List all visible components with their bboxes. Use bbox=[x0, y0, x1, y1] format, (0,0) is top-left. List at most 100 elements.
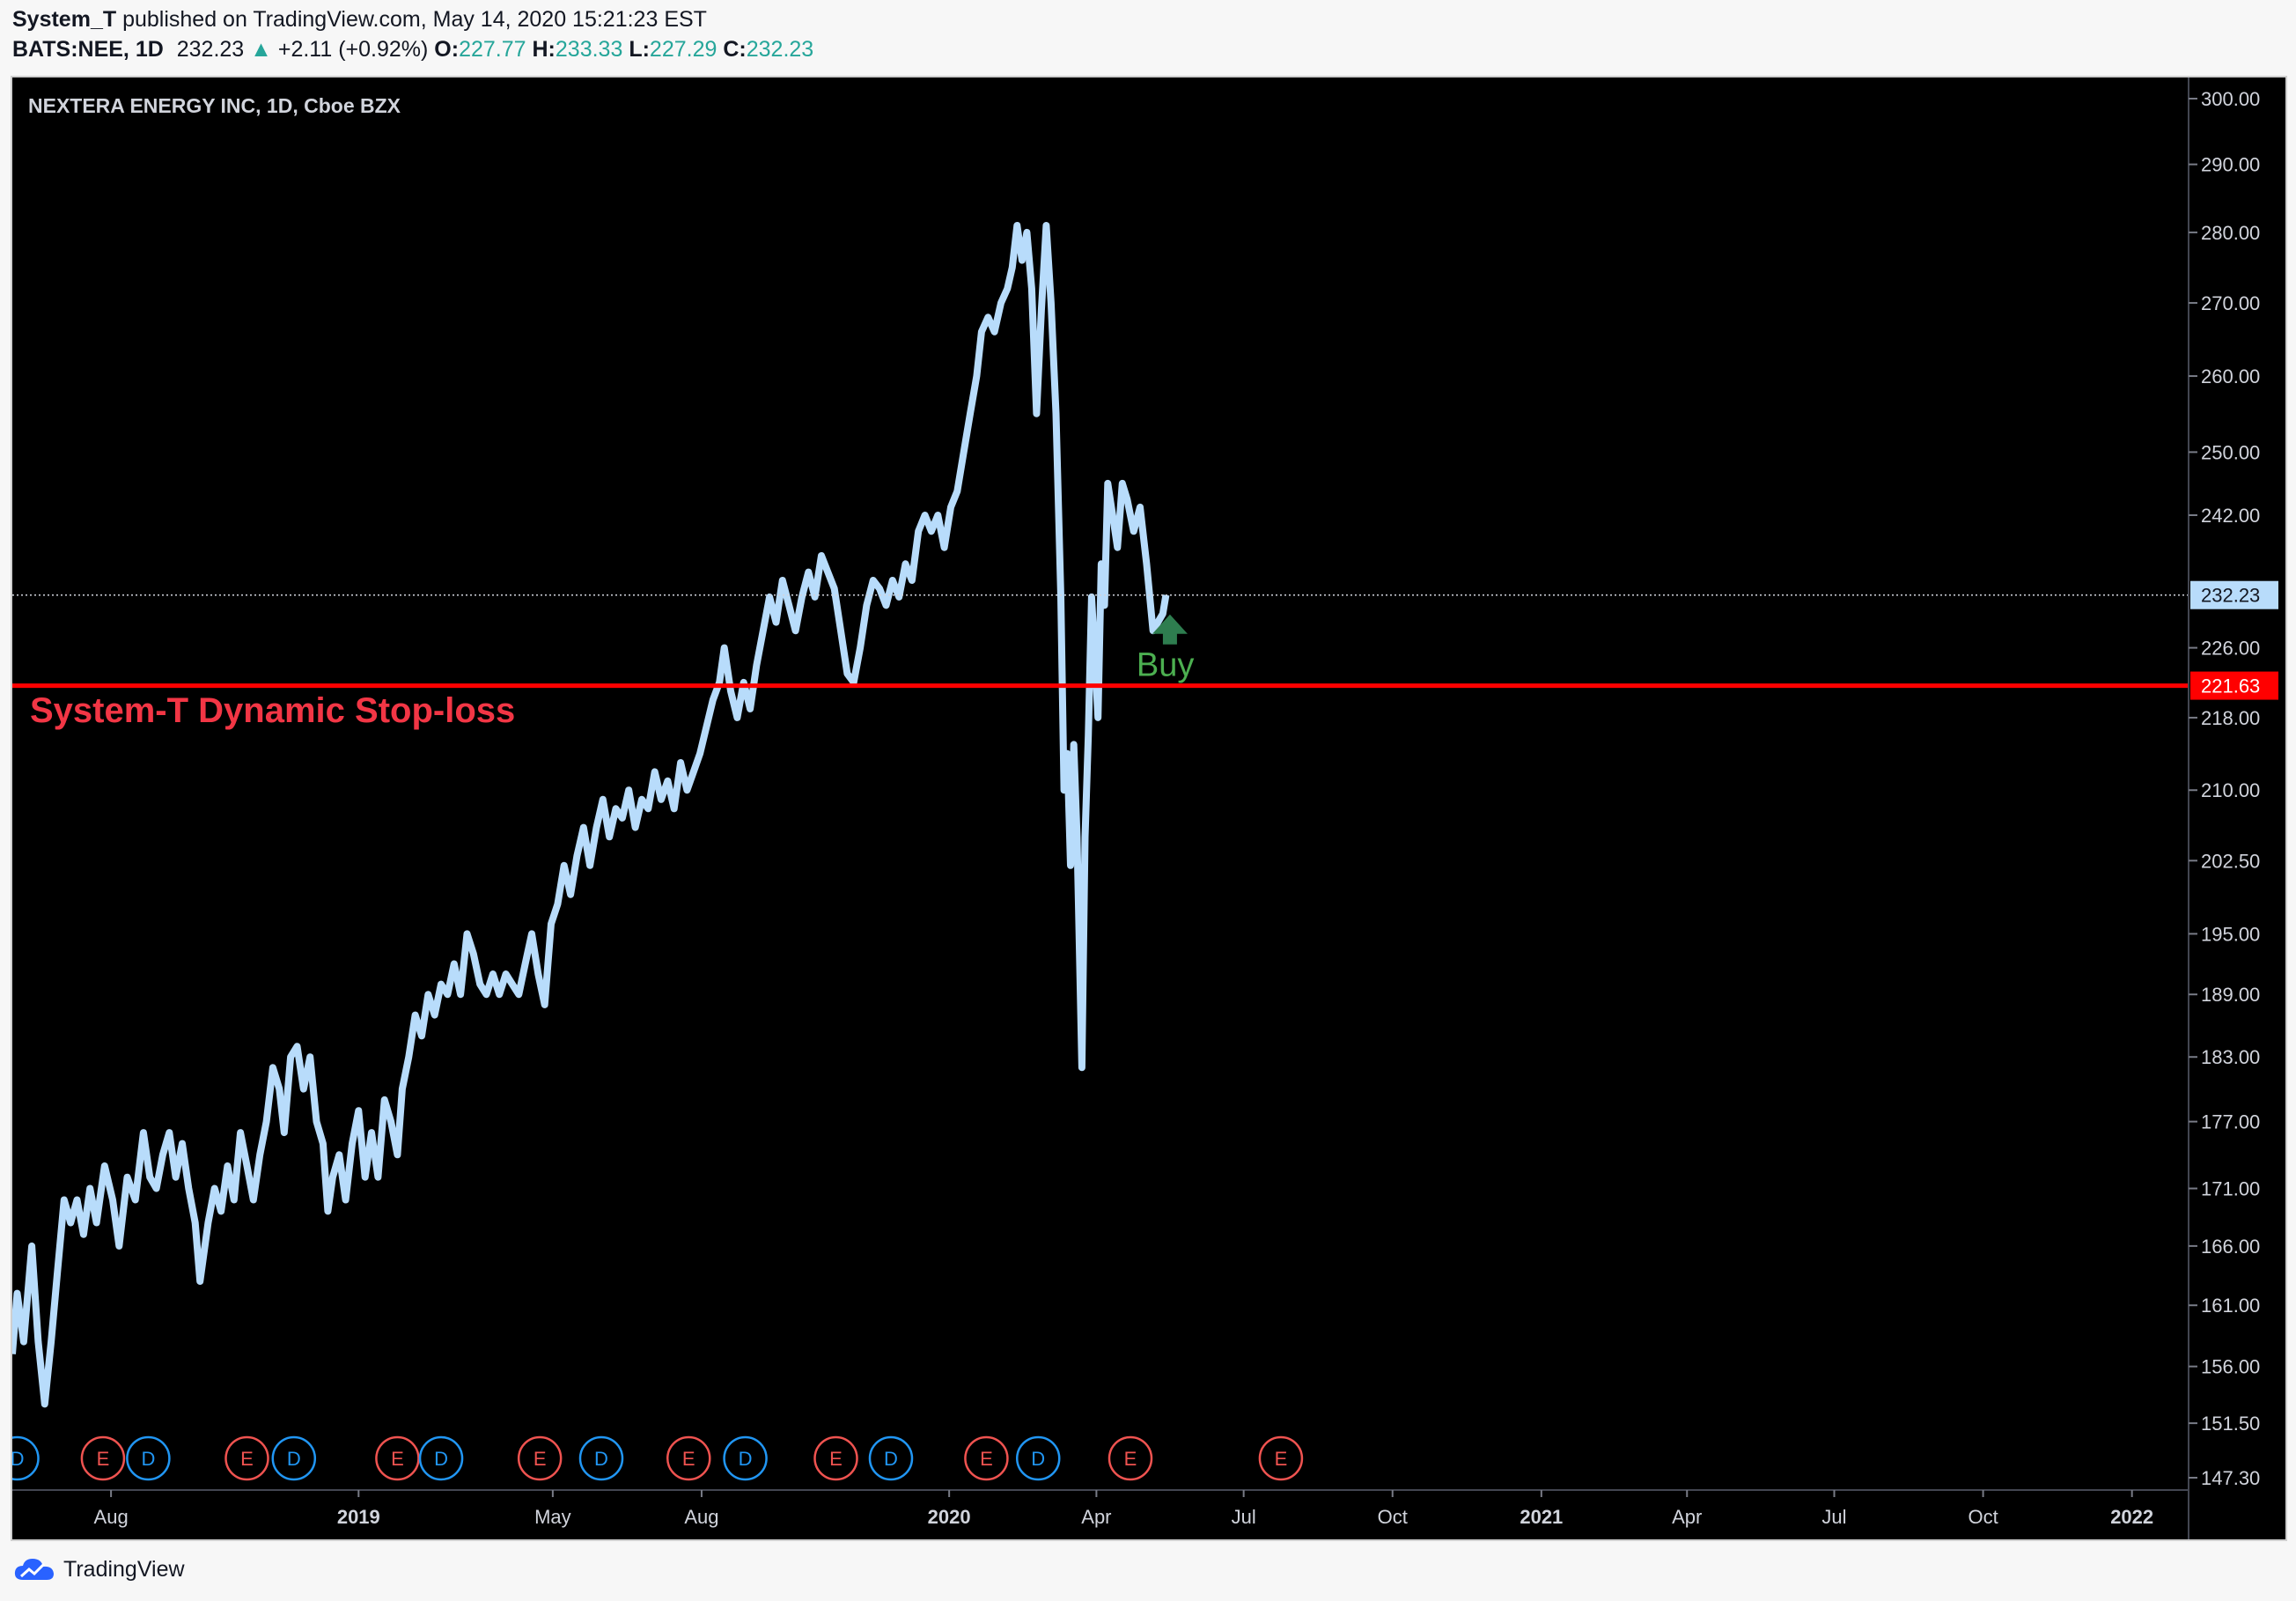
time-axis[interactable]: Aug 2019 May Aug 2020 Apr Jul Oct 2021 Apr Jul Oct 2… bbox=[94, 1490, 2154, 1528]
buy-label: Buy bbox=[1137, 647, 1194, 684]
high-value: 233.33 bbox=[555, 37, 623, 62]
close-label: C: bbox=[723, 37, 747, 62]
stop-loss-badge bbox=[2190, 671, 2278, 700]
y-tick-label: 260.00 bbox=[2201, 365, 2260, 387]
y-tick-label: 242.00 bbox=[2201, 505, 2260, 527]
y-tick-label: 147.30 bbox=[2201, 1467, 2260, 1489]
event-marker-label: E bbox=[97, 1448, 110, 1470]
earnings-marker[interactable] bbox=[964, 1435, 1009, 1481]
y-tick-label: 166.00 bbox=[2201, 1236, 2260, 1258]
y-tick-label: 290.00 bbox=[2201, 154, 2260, 176]
x-tick-label: May bbox=[534, 1506, 571, 1528]
y-tick-label: 177.00 bbox=[2201, 1111, 2260, 1133]
x-tick-label: Oct bbox=[1378, 1506, 1408, 1528]
x-tick-label: Oct bbox=[1968, 1506, 1998, 1528]
y-tick-label: 270.00 bbox=[2201, 292, 2260, 314]
y-tick-label: 250.00 bbox=[2201, 441, 2260, 463]
earnings-marker[interactable] bbox=[1108, 1435, 1153, 1481]
y-tick-label: 189.00 bbox=[2201, 984, 2260, 1006]
price-change: +2.11 (+0.92%) bbox=[277, 37, 429, 62]
dividend-marker[interactable] bbox=[723, 1435, 768, 1481]
event-marker-label: D bbox=[434, 1448, 448, 1470]
y-tick-label: 280.00 bbox=[2201, 222, 2260, 244]
publisher-name[interactable]: System_T bbox=[12, 7, 117, 32]
event-marker-label: E bbox=[682, 1448, 695, 1470]
x-tick-label: 2021 bbox=[1520, 1506, 1563, 1528]
y-tick-label: 300.00 bbox=[2201, 88, 2260, 110]
y-tick-label: 156.00 bbox=[2201, 1356, 2260, 1378]
event-marker-label: D bbox=[594, 1448, 608, 1470]
low-label: L: bbox=[629, 37, 650, 62]
event-marker-label: D bbox=[287, 1448, 301, 1470]
y-tick-label: 195.00 bbox=[2201, 923, 2260, 945]
event-marker-label: D bbox=[739, 1448, 753, 1470]
publish-meta: published on TradingView.com, May 14, 20… bbox=[122, 7, 707, 32]
earnings-marker[interactable] bbox=[517, 1435, 563, 1481]
event-marker-label: D bbox=[12, 1448, 24, 1470]
y-tick-label: 202.50 bbox=[2201, 850, 2260, 872]
earnings-marker[interactable] bbox=[666, 1435, 711, 1481]
price-axis[interactable]: 300.00 290.00 280.00 270.00 260.00 250.00 242.… bbox=[2189, 88, 2278, 1489]
dividend-marker[interactable] bbox=[1015, 1435, 1061, 1481]
symbol-label[interactable]: BATS:NEE, 1D bbox=[12, 37, 164, 62]
y-tick-label: 226.00 bbox=[2201, 638, 2260, 660]
x-tick-label: Aug bbox=[684, 1506, 718, 1528]
x-tick-label: 2020 bbox=[928, 1506, 971, 1528]
earnings-marker[interactable] bbox=[1258, 1435, 1304, 1481]
event-marker-label: D bbox=[141, 1448, 155, 1470]
cloud-logo-icon bbox=[14, 1559, 54, 1580]
x-tick-label: 2022 bbox=[2110, 1506, 2153, 1528]
tradingview-footer[interactable]: TradingView bbox=[12, 1552, 185, 1587]
y-tick-label: 183.00 bbox=[2201, 1046, 2260, 1068]
event-marker-label: E bbox=[391, 1448, 404, 1470]
earnings-marker[interactable] bbox=[80, 1435, 126, 1481]
y-tick-label: 151.50 bbox=[2201, 1413, 2260, 1435]
buy-arrow-icon bbox=[1152, 614, 1188, 645]
x-tick-label: Jul bbox=[1821, 1506, 1846, 1528]
event-marker-label: E bbox=[1275, 1448, 1288, 1470]
earnings-marker[interactable] bbox=[813, 1435, 858, 1481]
dividend-marker[interactable] bbox=[868, 1435, 914, 1481]
price-line bbox=[9, 222, 1170, 1408]
dividend-marker[interactable] bbox=[126, 1435, 171, 1481]
open-label: O: bbox=[434, 37, 460, 62]
price-chart[interactable]: NEXTERA ENERGY INC, 1D, Cboe BZX 300.00 2… bbox=[0, 77, 2285, 1539]
earnings-marker[interactable] bbox=[375, 1435, 420, 1481]
event-marker-label: D bbox=[884, 1448, 898, 1470]
event-marker-label: E bbox=[829, 1448, 843, 1470]
last-price-badge-label: 232.23 bbox=[2201, 585, 2260, 607]
event-marker-label: E bbox=[240, 1448, 254, 1470]
x-tick-label: Aug bbox=[94, 1506, 129, 1528]
dividend-marker[interactable] bbox=[271, 1435, 317, 1481]
chart-frame[interactable]: NEXTERA ENERGY INC, 1D, Cboe BZX 300.00 2… bbox=[0, 76, 2287, 1541]
close-value: 232.23 bbox=[746, 37, 814, 62]
event-marker-label: D bbox=[1031, 1448, 1045, 1470]
event-marker-label: E bbox=[1124, 1448, 1137, 1470]
publish-info: System_T published on TradingView.com, M… bbox=[12, 7, 707, 33]
x-tick-label: Jul bbox=[1232, 1506, 1256, 1528]
chart-title: NEXTERA ENERGY INC, 1D, Cboe BZX bbox=[28, 94, 401, 117]
footer-brand[interactable]: TradingView bbox=[63, 1556, 185, 1582]
event-marker-label: E bbox=[980, 1448, 993, 1470]
x-tick-label: 2019 bbox=[337, 1506, 380, 1528]
open-value: 227.77 bbox=[459, 37, 526, 62]
up-arrow-icon: ▲ bbox=[250, 37, 272, 62]
y-tick-label: 161.00 bbox=[2201, 1295, 2260, 1317]
event-marker-label: E bbox=[534, 1448, 547, 1470]
last-price-badge bbox=[2190, 580, 2278, 609]
y-tick-label: 218.00 bbox=[2201, 707, 2260, 729]
y-tick-label: 210.00 bbox=[2201, 779, 2260, 801]
stop-loss-label: System-T Dynamic Stop-loss bbox=[30, 691, 515, 730]
earnings-marker[interactable] bbox=[224, 1435, 269, 1481]
low-value: 227.29 bbox=[649, 37, 718, 62]
dividend-marker[interactable] bbox=[578, 1435, 624, 1481]
stop-loss-badge-label: 221.63 bbox=[2201, 675, 2260, 697]
last-price: 232.23 bbox=[176, 37, 245, 62]
y-tick-label: 171.00 bbox=[2201, 1178, 2260, 1200]
x-tick-label: Apr bbox=[1672, 1506, 1702, 1528]
high-label: H: bbox=[532, 37, 556, 62]
x-tick-label: Apr bbox=[1081, 1506, 1111, 1528]
symbol-legend: BATS:NEE, 1D 232.23 ▲ +2.11 (+0.92%) O:2… bbox=[12, 37, 813, 63]
dividend-marker[interactable] bbox=[418, 1435, 464, 1481]
